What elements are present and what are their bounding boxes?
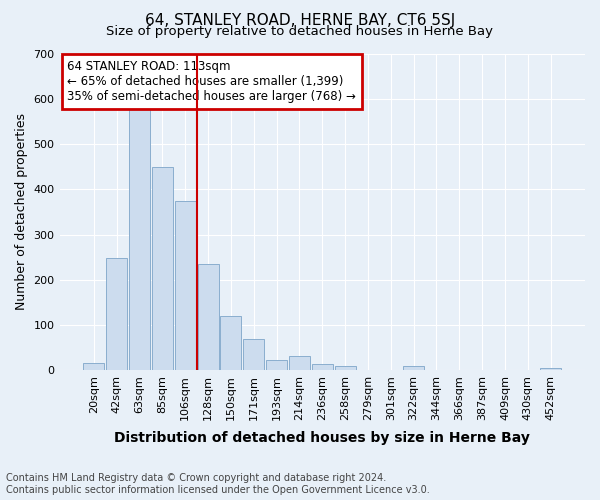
Bar (83, 363, 104, 370)
Bar (266, 360, 287, 370)
Bar (197, 264, 218, 370)
Bar (106, 258, 127, 370)
Bar (540, 368, 561, 370)
Text: Size of property relative to detached houses in Herne Bay: Size of property relative to detached ho… (107, 25, 493, 38)
Bar (152, 167, 173, 370)
Bar (289, 356, 310, 370)
Text: Contains HM Land Registry data © Crown copyright and database right 2024.
Contai: Contains HM Land Registry data © Crown c… (6, 474, 430, 495)
Bar (220, 316, 241, 370)
Bar (335, 366, 356, 370)
Bar (243, 339, 264, 370)
X-axis label: Distribution of detached houses by size in Herne Bay: Distribution of detached houses by size … (115, 431, 530, 445)
Bar (312, 364, 333, 370)
Y-axis label: Number of detached properties: Number of detached properties (15, 114, 28, 310)
Bar (175, 200, 196, 370)
Bar (129, 104, 150, 370)
Text: 64, STANLEY ROAD, HERNE BAY, CT6 5SJ: 64, STANLEY ROAD, HERNE BAY, CT6 5SJ (145, 12, 455, 28)
Text: 64 STANLEY ROAD: 113sqm
← 65% of detached houses are smaller (1,399)
35% of semi: 64 STANLEY ROAD: 113sqm ← 65% of detache… (67, 60, 356, 104)
Bar (403, 366, 424, 370)
